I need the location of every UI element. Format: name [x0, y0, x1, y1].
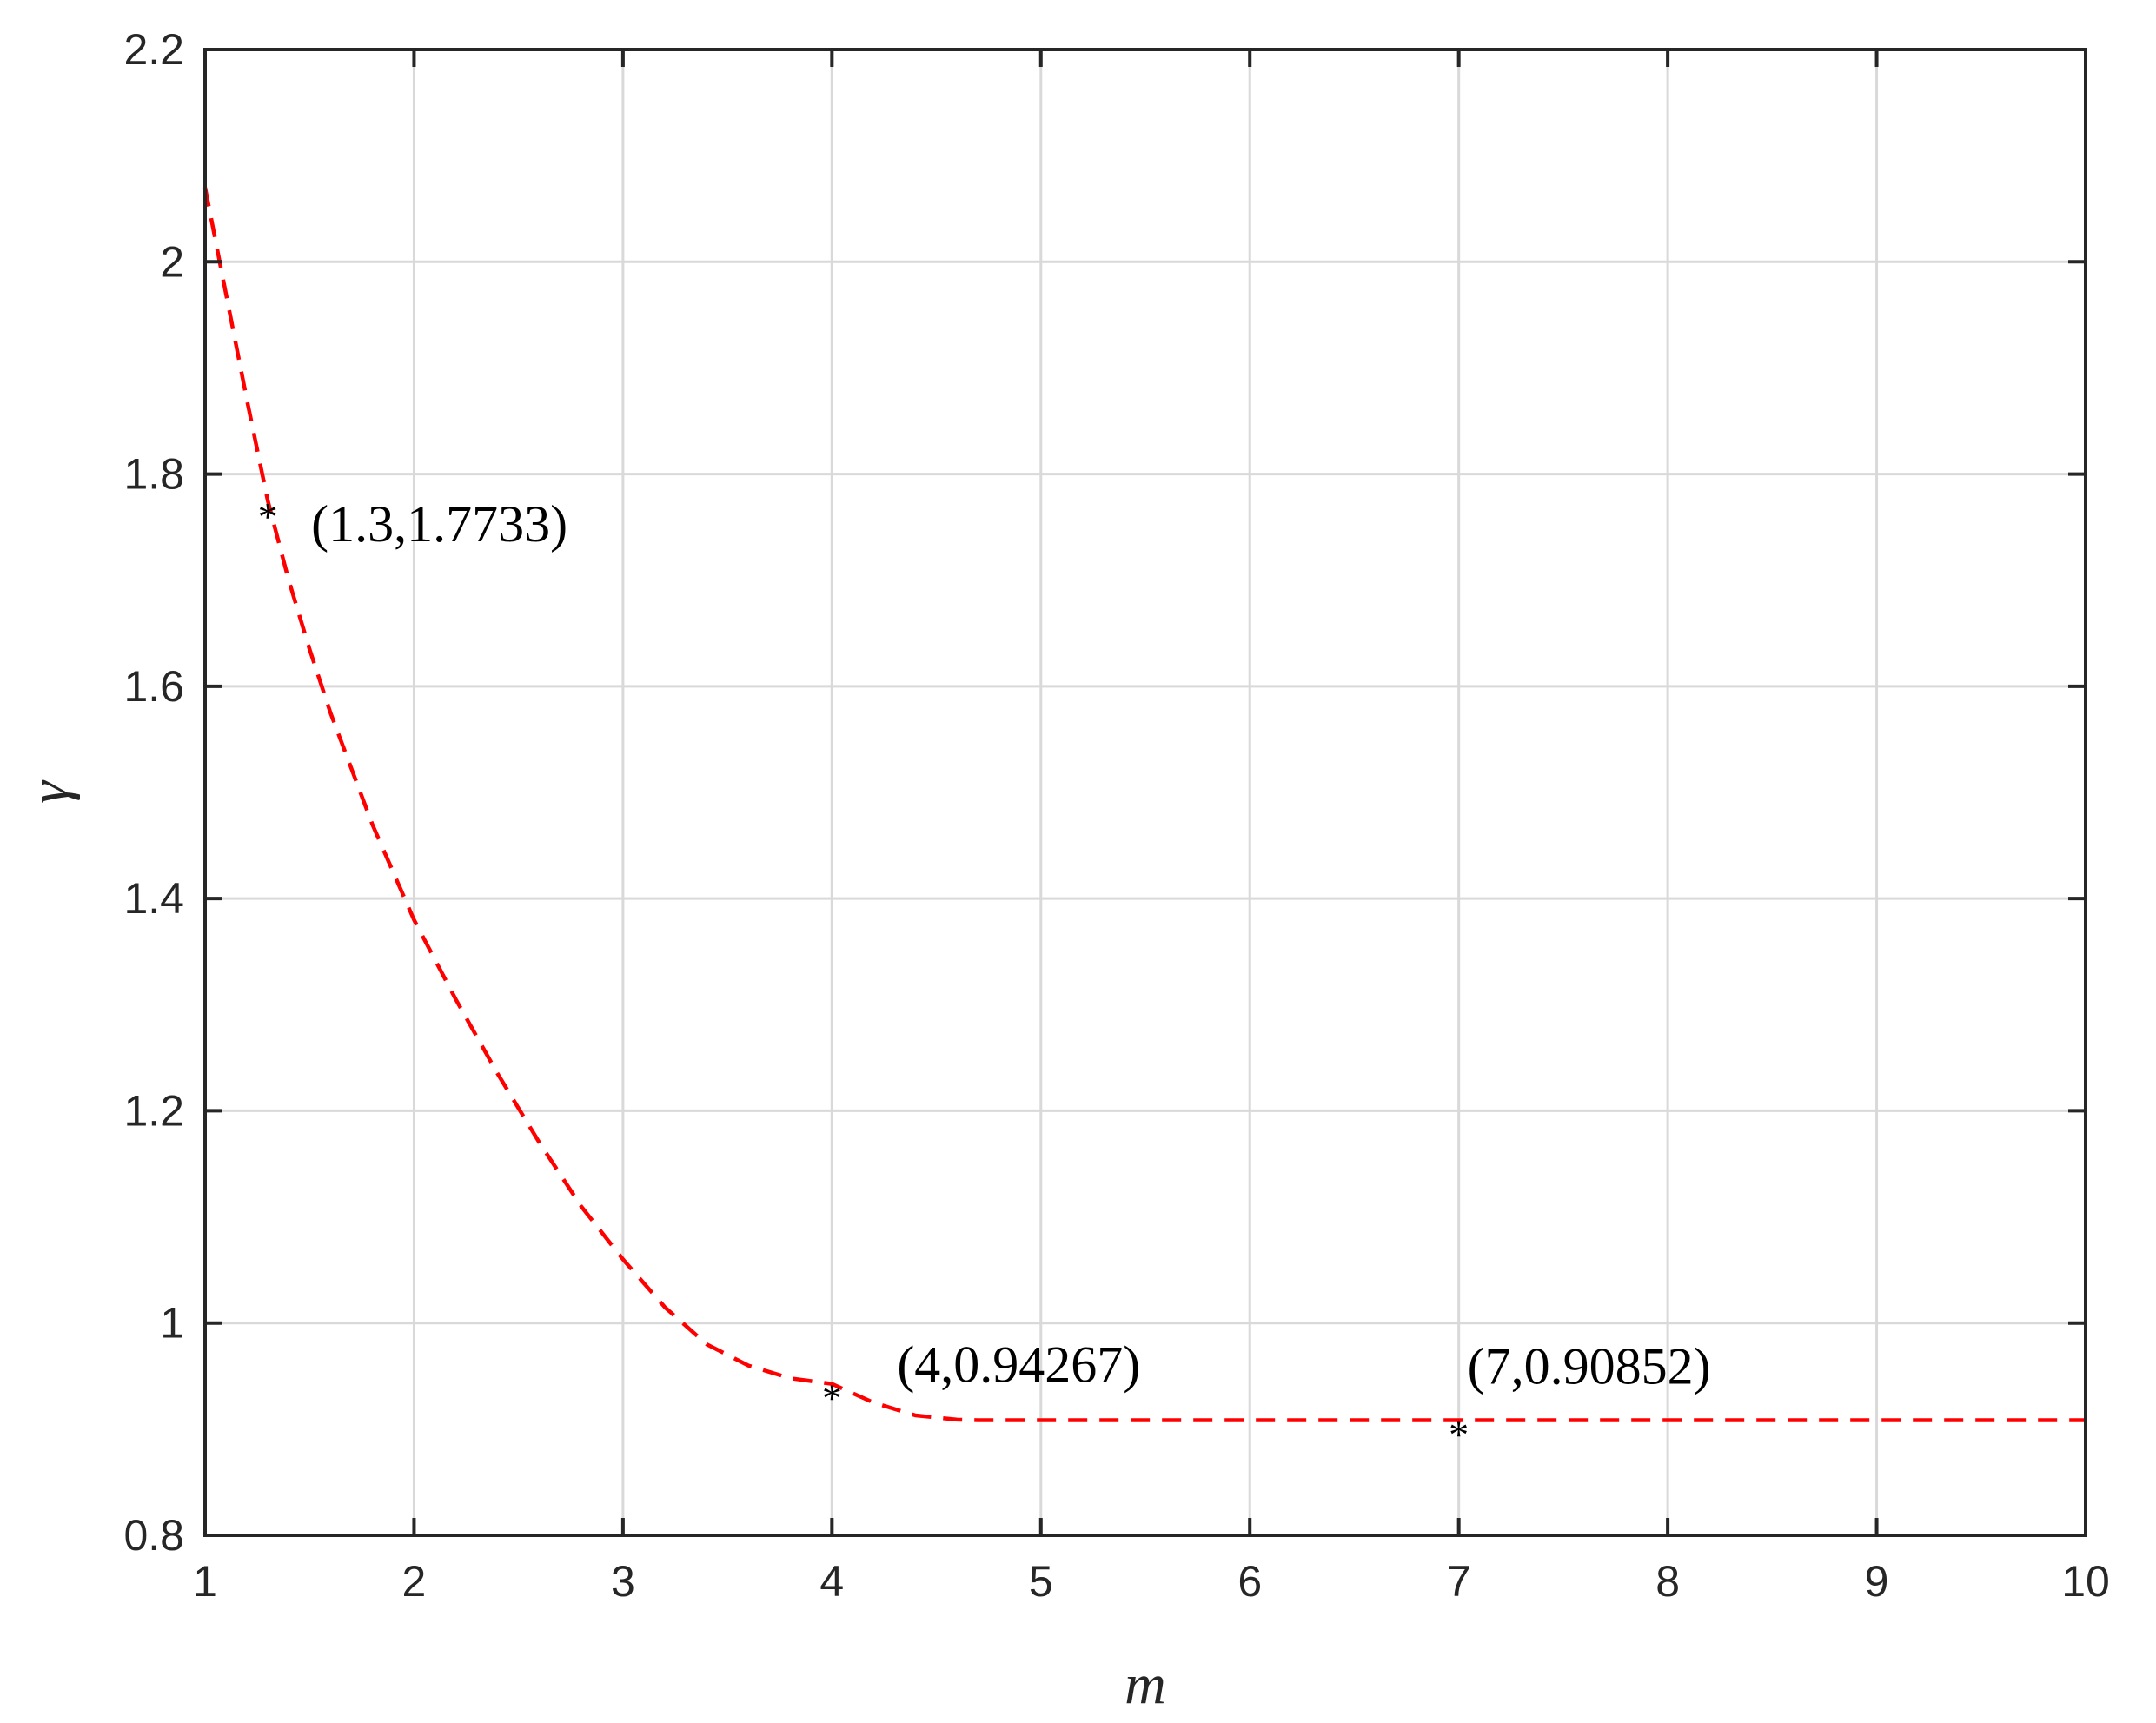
y-tick-label: 1: [160, 1299, 184, 1348]
annotation-label: (7,0.90852): [1468, 1337, 1711, 1395]
y-tick-label: 1.8: [123, 450, 184, 499]
y-tick-label: 1.2: [123, 1086, 184, 1135]
y-tick-label: 0.8: [123, 1511, 184, 1560]
x-tick-label: 6: [1237, 1557, 1262, 1606]
annotation-marker: *: [258, 494, 278, 539]
x-tick-label: 9: [1865, 1557, 1889, 1606]
y-axis-label: γ: [17, 779, 81, 804]
y-tick-label: 2.2: [123, 25, 184, 74]
annotation-label: (4,0.94267): [897, 1336, 1140, 1394]
annotation-marker: *: [1449, 1412, 1469, 1456]
x-tick-label: 5: [1029, 1557, 1053, 1606]
annotations: * * * (1.3,1.7733) (4,0.94267) (7,0.90852): [258, 494, 1711, 1456]
y-tick-labels: 0.8 1 1.2 1.4 1.6 1.8 2 2.2: [123, 25, 184, 1560]
y-tick-label: 1.4: [123, 874, 184, 923]
series-line: [202, 187, 2086, 1422]
x-tick-label: 2: [402, 1557, 427, 1606]
x-tick-label: 10: [2061, 1557, 2110, 1606]
x-tick-label: 4: [819, 1557, 844, 1606]
x-tick-labels: 1 2 3 4 5 6 7 8 9 10: [193, 1557, 2110, 1606]
annotation-marker: *: [822, 1376, 842, 1421]
tick-marks: [203, 48, 2087, 1537]
x-tick-label: 1: [193, 1557, 217, 1606]
plot-frame: [203, 48, 2087, 1537]
x-tick-label: 7: [1447, 1557, 1471, 1606]
x-tick-label: 8: [1655, 1557, 1680, 1606]
x-tick-label: 3: [611, 1557, 635, 1606]
y-tick-label: 2: [160, 237, 184, 286]
annotation-label: (1.3,1.7733): [311, 495, 567, 553]
x-axis-label: m: [1124, 1653, 1166, 1716]
series-layer: [202, 187, 2086, 1422]
y-tick-label: 1.6: [123, 662, 184, 711]
